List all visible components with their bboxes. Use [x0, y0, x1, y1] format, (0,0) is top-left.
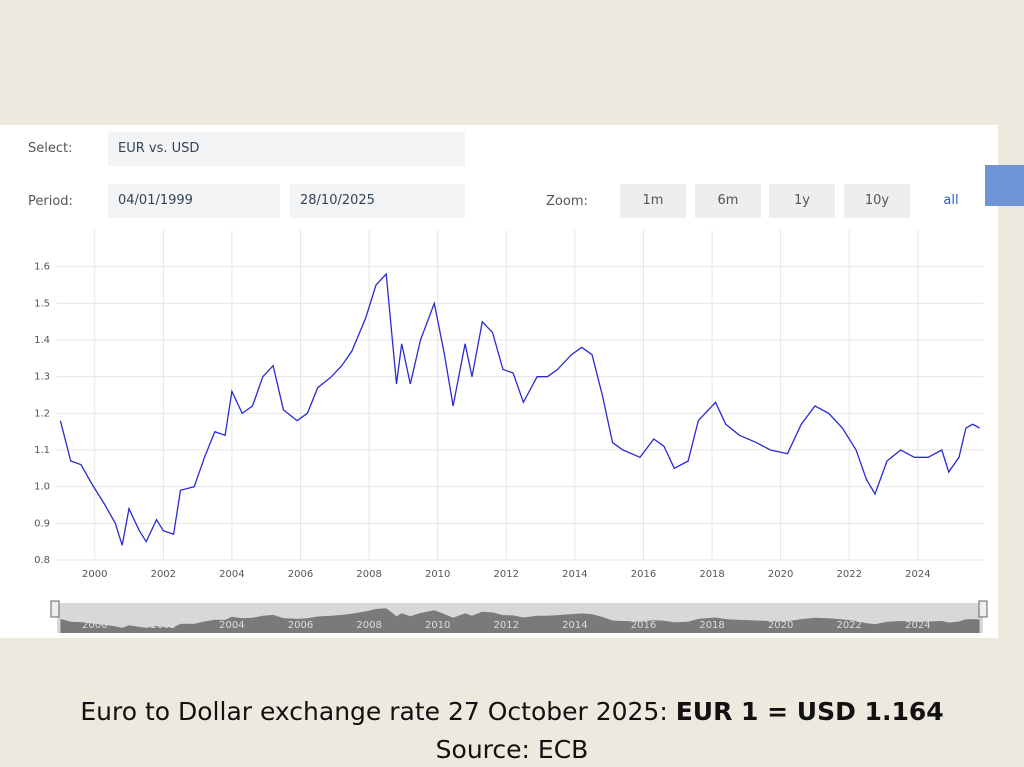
x-tick-label: 2010: [425, 569, 450, 580]
navigator-label: 2008: [356, 620, 381, 631]
y-tick-label: 0.8: [34, 555, 50, 566]
navigator-label: 2006: [288, 620, 313, 631]
navigator-label: 2024: [905, 620, 930, 631]
navigator-handle: [50, 600, 60, 618]
zoom-button[interactable]: 10y: [844, 184, 910, 218]
y-tick-label: 1.1: [34, 445, 50, 456]
x-tick-label: 2006: [288, 569, 313, 580]
y-tick-label: 1.2: [34, 408, 50, 419]
navigator-label: 2022: [837, 620, 862, 631]
y-tick-label: 0.9: [34, 518, 50, 529]
x-tick-label: 2016: [631, 569, 656, 580]
caption-text: Euro to Dollar exchange rate 27 October …: [80, 697, 676, 726]
zoom-button[interactable]: all: [943, 193, 959, 208]
y-tick-label: 1.0: [34, 482, 50, 493]
caption: Euro to Dollar exchange rate 27 October …: [0, 697, 1024, 726]
zoom-button[interactable]: 1m: [620, 184, 686, 218]
period-label: Period:: [28, 194, 73, 209]
x-tick-label: 2022: [837, 569, 862, 580]
end-date[interactable]: 28/10/2025: [290, 184, 465, 218]
navigator-label: 2020: [768, 620, 793, 631]
navigator-area: [60, 608, 980, 633]
x-tick-label: 2012: [494, 569, 519, 580]
line-series: [59, 272, 980, 546]
select-box[interactable]: EUR vs. USD: [108, 132, 465, 166]
y-tick-label: 1.5: [34, 298, 50, 309]
y-tick-label: 1.6: [34, 262, 50, 273]
navigator-label: 2004: [219, 620, 244, 631]
navigator-label: 2016: [631, 620, 656, 631]
x-tick-label: 2002: [151, 569, 176, 580]
start-date[interactable]: 04/01/1999: [108, 184, 280, 218]
navigator-label: 2018: [699, 620, 724, 631]
caption-source: Source: ECB: [435, 735, 589, 764]
x-tick-label: 2024: [905, 569, 930, 580]
zoom-label: Zoom:: [546, 194, 588, 209]
zoom-button[interactable]: 6m: [695, 184, 761, 218]
share-button[interactable]: [985, 165, 1024, 206]
navigator-label: 2012: [494, 620, 519, 631]
navigator-label: 2000: [82, 620, 107, 631]
x-tick-label: 2004: [219, 569, 244, 580]
navigator-label: 2014: [562, 620, 587, 631]
zoom-button[interactable]: 1y: [769, 184, 835, 218]
x-tick-label: 2020: [768, 569, 793, 580]
select-label: Select:: [28, 141, 73, 156]
y-tick-label: 1.3: [34, 372, 50, 383]
navigator-handle: [978, 600, 988, 618]
navigator-label: 2002: [151, 620, 176, 631]
x-tick-label: 2008: [356, 569, 381, 580]
navigator-label: 2010: [425, 620, 450, 631]
y-tick-label: 1.4: [34, 335, 50, 346]
x-tick-label: 2014: [562, 569, 587, 580]
caption-rate: EUR 1 = USD 1.164: [675, 697, 944, 726]
x-tick-label: 2018: [699, 569, 724, 580]
x-tick-label: 2000: [82, 569, 107, 580]
